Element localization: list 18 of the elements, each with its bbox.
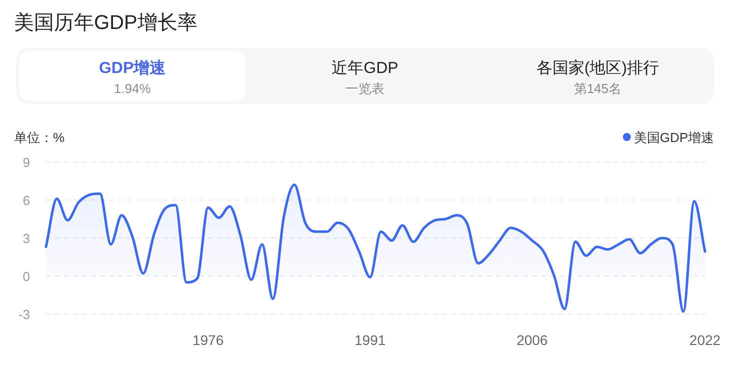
text: 一览表 bbox=[346, 81, 384, 96]
x-tick-label: 1991 bbox=[354, 332, 386, 348]
text: 近年GDP bbox=[332, 59, 398, 77]
legend-label: 美国GDP增速 bbox=[634, 130, 714, 145]
y-tick-label: 3 bbox=[22, 231, 30, 246]
chart-title: 美国历年GDP增长率 bbox=[14, 11, 198, 34]
text: GDP增速 bbox=[98, 59, 167, 77]
y-tick-label: 6 bbox=[22, 193, 30, 208]
text: 各国家(地区)排行 bbox=[536, 59, 659, 77]
x-tick-label: 2006 bbox=[516, 332, 548, 348]
y-tick-label: 9 bbox=[22, 155, 30, 170]
y-axis-title: 单位：% bbox=[14, 130, 65, 145]
x-tick-label: 1976 bbox=[192, 332, 224, 348]
text: 1.94% bbox=[114, 81, 152, 96]
y-tick-label: -3 bbox=[18, 307, 30, 322]
text: 第145名 bbox=[574, 81, 622, 96]
y-tick-label: 0 bbox=[22, 269, 30, 284]
x-tick-label: 2022 bbox=[689, 332, 721, 348]
